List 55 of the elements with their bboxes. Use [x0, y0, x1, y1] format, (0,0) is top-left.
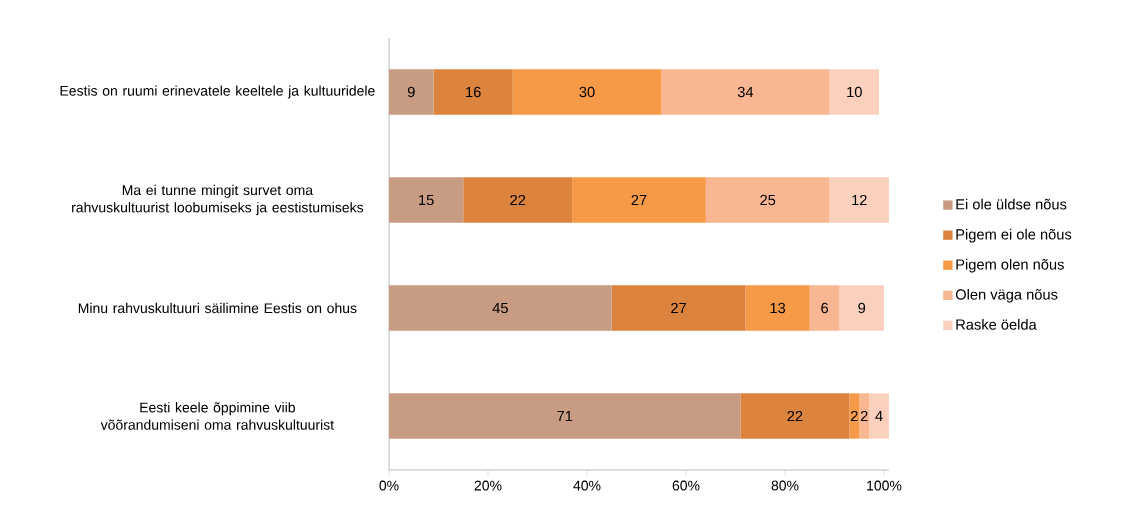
- data-label: 27: [671, 302, 686, 314]
- data-label: 2: [850, 410, 858, 422]
- data-label: 45: [492, 302, 508, 314]
- data-label: 10: [847, 86, 862, 98]
- data-label: 12: [852, 194, 867, 206]
- data-label: 30: [579, 86, 595, 98]
- bar: [839, 285, 884, 331]
- legend-label: Olen väga nõus: [955, 288, 1058, 303]
- data-label: 22: [787, 410, 803, 422]
- bar: [389, 69, 434, 115]
- bar: [389, 285, 612, 331]
- x-tick-label: 40%: [573, 480, 601, 491]
- y-tick-label: Eesti keele õppimine viib võõrandumiseni oma rahvuskultuurist: [100, 402, 334, 430]
- bar: [611, 285, 746, 331]
- bar: [389, 393, 741, 439]
- data-label: 22: [510, 194, 526, 206]
- x-tick-label: 0%: [379, 480, 399, 491]
- bar: [869, 393, 889, 439]
- data-label: 27: [631, 194, 647, 206]
- legend-label: Ei ole üldse nõus: [956, 198, 1067, 210]
- data-label: 13: [770, 302, 786, 314]
- bar: [512, 69, 662, 115]
- data-label: 16: [466, 86, 481, 98]
- data-label: 4: [875, 410, 883, 422]
- data-label: 6: [821, 302, 829, 314]
- bar: [809, 285, 840, 331]
- bar: [389, 177, 464, 223]
- bar: [705, 177, 830, 223]
- data-label: 15: [419, 194, 434, 206]
- data-label: 2: [860, 410, 868, 422]
- legend-label: Raske öelda: [956, 318, 1037, 330]
- data-label: 34: [737, 86, 754, 98]
- x-tick-label: 60%: [672, 480, 700, 491]
- bar: [740, 393, 850, 439]
- bar: [745, 285, 810, 331]
- y-tick-label: Minu rahvuskultuuri säilimine Eestis on ohus: [78, 302, 357, 314]
- bar: [433, 69, 513, 115]
- x-tick-label: 100%: [867, 480, 902, 491]
- bar: [859, 393, 870, 439]
- data-label: 71: [557, 410, 573, 422]
- x-tick-label: 80%: [771, 480, 799, 491]
- bar: [572, 177, 706, 223]
- x-tick-label: 20%: [474, 480, 502, 491]
- data-label: 25: [760, 194, 776, 206]
- y-tick-label: Ma ei tunne mingit survet oma rahvuskultuurist loobumiseks ja eestistumiseks: [72, 184, 364, 216]
- bar: [829, 69, 880, 115]
- data-label: 9: [858, 302, 866, 314]
- bar: [849, 393, 860, 439]
- bar: [829, 177, 889, 223]
- legend-label: Pigem ei ole nõus: [956, 228, 1072, 243]
- legend-label: Pigem olen nõus: [956, 258, 1064, 273]
- bar: [463, 177, 573, 223]
- data-label: 9: [407, 86, 415, 98]
- y-tick-label: Eestis on ruumi erinevatele keeltele ja kultuuridele: [60, 85, 375, 99]
- bar: [661, 69, 830, 115]
